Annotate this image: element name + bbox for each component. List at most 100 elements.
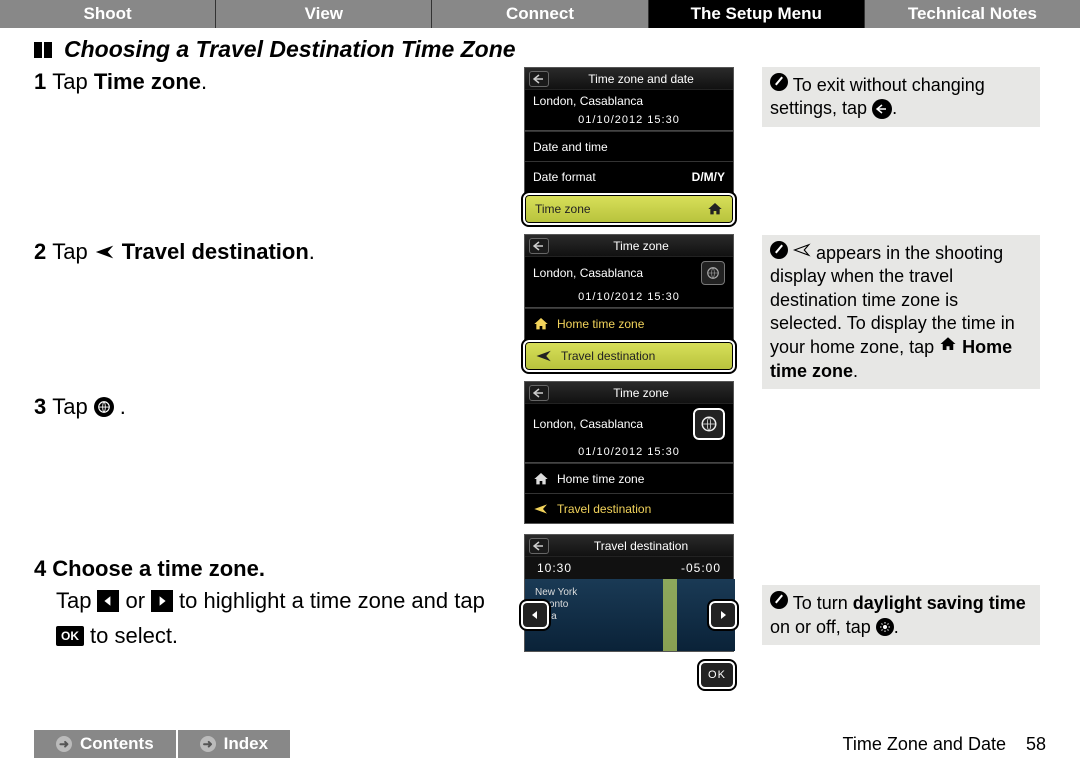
return-circle-icon — [872, 99, 892, 119]
step-2: 2 Tap Travel destination. — [34, 237, 514, 267]
shot3-travel-row[interactable]: Travel destination — [525, 493, 733, 523]
tip2-b: . — [853, 361, 858, 381]
screenshot-3: Time zone London, Casablanca 01/10/2012 … — [524, 381, 734, 524]
shot2-city: London, Casablanca — [533, 266, 643, 280]
airplane-icon — [535, 347, 553, 365]
map-right-button[interactable] — [709, 601, 737, 629]
home-icon — [533, 316, 549, 332]
right-arrow-icon — [151, 590, 173, 612]
step-1-bold: Time zone — [94, 69, 201, 94]
tab-connect[interactable]: Connect — [432, 0, 648, 28]
shot3-city: London, Casablanca — [533, 417, 643, 431]
screenshot-1: Time zone and date London, Casablanca 01… — [524, 67, 734, 224]
shot3-home-row[interactable]: Home time zone — [525, 463, 733, 493]
tab-setup-menu[interactable]: The Setup Menu — [649, 0, 865, 28]
airplane-icon — [94, 241, 116, 263]
shot2-home-row[interactable]: Home time zone — [525, 308, 733, 338]
shot1-title: Time zone and date — [553, 72, 729, 86]
step-2-pre: Tap — [52, 237, 87, 267]
step-2-bold: Travel destination — [122, 239, 309, 264]
step-1-pre: Tap — [52, 69, 94, 94]
ok-inline-icon: OK — [56, 626, 84, 646]
home-icon — [939, 335, 957, 353]
section-square-icon — [34, 39, 56, 61]
back-button-icon[interactable] — [529, 385, 549, 401]
world-map: New York Toronto Lima — [525, 579, 735, 651]
tip3-b: on or off, tap — [770, 617, 876, 637]
home-icon — [533, 471, 549, 487]
footer-contents-button[interactable]: ➜ Contents — [34, 730, 176, 758]
tab-bar: Shoot View Connect The Setup Menu Techni… — [0, 0, 1080, 28]
screenshot-2: Time zone London, Casablanca 01/10/2012 … — [524, 234, 734, 371]
step-4: 4 Choose a time zone. — [34, 554, 514, 584]
arrow-circle-icon: ➜ — [56, 736, 72, 752]
pencil-icon — [770, 73, 788, 91]
shot4-time-left: 10:30 — [537, 561, 572, 575]
footer-page: 58 — [1026, 734, 1046, 755]
footer: ➜ Contents ➜ Index Time Zone and Date 58 — [0, 730, 1080, 758]
airplane-icon — [533, 501, 549, 517]
globe-button-highlight[interactable] — [693, 408, 725, 440]
home-icon — [707, 201, 723, 217]
shot1-datetime: 01/10/2012 15:30 — [525, 112, 733, 131]
map-ok-button[interactable]: OK — [699, 661, 735, 689]
shot3-title: Time zone — [553, 386, 729, 400]
footer-index-label: Index — [224, 734, 268, 754]
tab-view[interactable]: View — [216, 0, 432, 28]
back-button-icon[interactable] — [529, 538, 549, 554]
step-4-body: Tap or to highlight a time zone and tap … — [56, 586, 506, 651]
footer-section: Time Zone and Date — [843, 734, 1006, 755]
shot2-title: Time zone — [553, 239, 729, 253]
section-title: Choosing a Travel Destination Time Zone — [34, 36, 1046, 63]
shot1-row-format[interactable]: Date format D/M/Y — [525, 161, 733, 191]
tip-box-3: To turn daylight saving time on or off, … — [762, 585, 1040, 645]
step-4b-c: to highlight a time zone and tap — [179, 586, 485, 616]
airplane-outline-icon — [793, 241, 811, 259]
dst-circle-icon — [876, 618, 894, 636]
step-1-post: . — [201, 69, 207, 94]
globe-circle-icon — [94, 397, 114, 417]
step-3-pre: Tap — [52, 392, 87, 422]
tip3-bold: daylight saving time — [853, 593, 1026, 613]
shot1-highlight-timezone[interactable]: Time zone — [523, 193, 735, 225]
shot2-datetime: 01/10/2012 15:30 — [525, 289, 733, 308]
footer-contents-label: Contents — [80, 734, 154, 754]
back-button-icon[interactable] — [529, 238, 549, 254]
globe-button[interactable] — [701, 261, 725, 285]
tip-box-2: appears in the shooting display when the… — [762, 235, 1040, 389]
map-highlight-band — [663, 579, 677, 651]
step-3-num: 3 — [34, 392, 46, 422]
shot1-row-date[interactable]: Date and time — [525, 131, 733, 161]
shot1-city: London, Casablanca — [533, 94, 643, 108]
shot4-title: Travel destination — [553, 539, 729, 553]
tip3-c: . — [894, 617, 899, 637]
step-4-num: 4 — [34, 554, 46, 584]
step-4b-b: or — [125, 586, 145, 616]
section-title-text: Choosing a Travel Destination Time Zone — [64, 36, 516, 63]
step-4b-a: Tap — [56, 586, 91, 616]
back-button-icon[interactable] — [529, 71, 549, 87]
map-left-button[interactable] — [521, 601, 549, 629]
tab-technical-notes[interactable]: Technical Notes — [865, 0, 1080, 28]
step-3-post: . — [120, 392, 126, 422]
tip-box-1: To exit without changing settings, tap . — [762, 67, 1040, 127]
pencil-icon — [770, 241, 788, 259]
screenshot-4: Travel destination 10:30 -05:00 New York… — [524, 534, 734, 652]
tip1-b: . — [892, 98, 897, 118]
pencil-icon — [770, 591, 788, 609]
step-4-bold: Choose a time zone. — [52, 554, 265, 584]
left-arrow-icon — [97, 590, 119, 612]
tip3-a: To turn — [793, 593, 853, 613]
step-1: 1 Tap Time zone. — [34, 67, 514, 97]
step-2-num: 2 — [34, 237, 46, 267]
footer-index-button[interactable]: ➜ Index — [178, 730, 290, 758]
tab-shoot[interactable]: Shoot — [0, 0, 216, 28]
step-2-post: . — [309, 239, 315, 264]
arrow-circle-icon: ➜ — [200, 736, 216, 752]
shot4-time-right: -05:00 — [681, 561, 721, 575]
shot3-datetime: 01/10/2012 15:30 — [525, 444, 733, 463]
step-1-num: 1 — [34, 67, 46, 97]
step-3: 3 Tap . — [34, 392, 514, 422]
shot1-format-value: D/M/Y — [692, 170, 725, 184]
shot2-highlight-travel[interactable]: Travel destination — [523, 340, 735, 372]
